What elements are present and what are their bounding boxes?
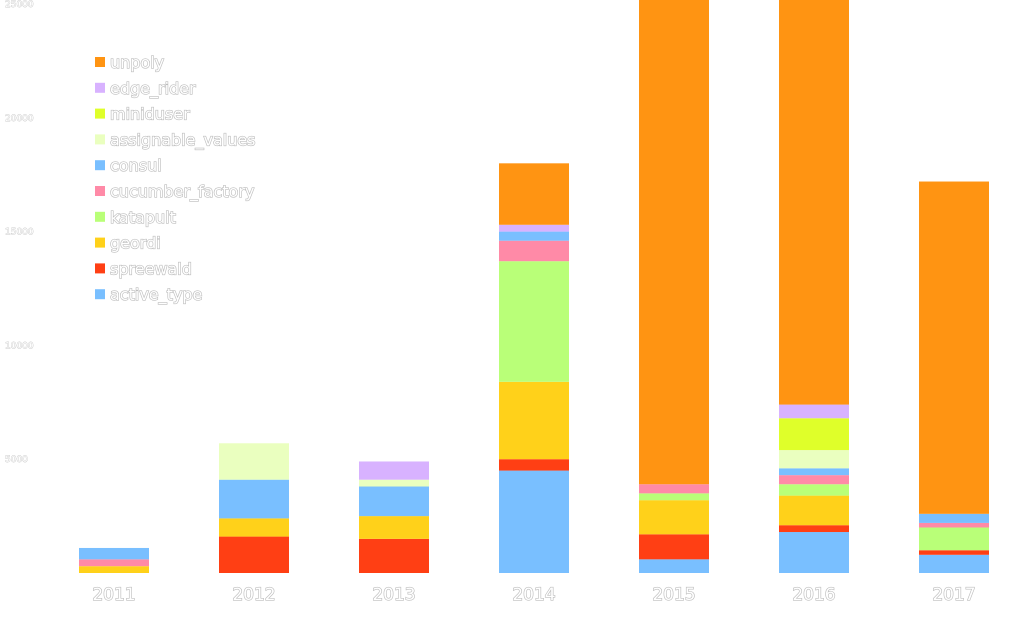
bar-segment-active-type: [779, 532, 849, 573]
bar-segment-cucumber-factory: [639, 484, 709, 494]
y-tick-label: 25000: [5, 0, 34, 10]
bar-segment-active-type: [639, 559, 709, 573]
bar-segment-unpoly: [499, 163, 569, 225]
bar-segment-miniduser: [779, 418, 849, 451]
bar-segment-unpoly: [919, 181, 989, 514]
bar-segment-cucumber-factory: [919, 522, 989, 528]
x-category-label: 2012: [232, 585, 275, 605]
bar-segment-edge-rider: [499, 224, 569, 232]
bar-segment-geordi: [359, 516, 429, 539]
legend-label: consul: [110, 156, 162, 175]
bar-segment-assignable-values: [219, 443, 289, 480]
legend-swatch: [95, 82, 105, 93]
legend-label: katapult: [110, 208, 176, 227]
legend-swatch: [95, 134, 105, 145]
y-tick-label: 15000: [5, 228, 34, 238]
x-category-label: 2016: [792, 585, 835, 605]
bar-segment-active-type: [499, 470, 569, 573]
bar-segment-cucumber-factory: [779, 475, 849, 485]
legend-swatch: [95, 211, 105, 222]
y-tick-label: 10000: [5, 341, 34, 351]
bar-segment-consul: [219, 479, 289, 519]
bar-segment-active-type: [919, 554, 989, 573]
legend-swatch: [95, 289, 105, 300]
bar-segment-consul: [79, 547, 149, 560]
bar-segment-consul: [499, 231, 569, 241]
bar-segment-assignable-values: [359, 479, 429, 487]
bar-segment-geordi: [499, 381, 569, 460]
legend-swatch: [95, 57, 105, 67]
bars: [79, 0, 989, 573]
x-category-label: 2017: [932, 585, 975, 605]
bar-segment-cucumber-factory: [499, 240, 569, 262]
bar-segment-geordi: [779, 495, 849, 526]
bar-segment-spreewald: [639, 534, 709, 560]
bar-segment-consul: [359, 486, 429, 517]
bar-segment-unpoly: [779, 0, 849, 405]
legend-swatch: [95, 186, 105, 196]
y-axis-ticks: 5000 10000 15000 20000 25000: [5, 0, 35, 466]
x-axis-categories: 2011 2012 2013 2014 2015 2016 2017: [92, 584, 977, 605]
legend-label: edge_rider: [110, 79, 196, 99]
bar-segment-katapult: [499, 261, 569, 382]
x-category-label: 2011: [92, 585, 135, 605]
bar-segment-geordi: [219, 518, 289, 537]
bar-segment-spreewald: [359, 538, 429, 573]
bar-segment-katapult: [919, 527, 989, 551]
legend-swatch: [95, 160, 105, 171]
legend-label: unpoly: [110, 53, 164, 72]
y-tick-label: 5000: [5, 455, 28, 465]
legend-label: cucumber_factory: [110, 182, 254, 202]
bar-segment-katapult: [779, 484, 849, 496]
bar-segment-geordi: [79, 566, 149, 573]
bar-segment-cucumber-factory: [79, 559, 149, 567]
legend-label: spreewald: [110, 259, 192, 278]
legend-swatch: [95, 263, 105, 274]
bar-segment-geordi: [639, 500, 709, 535]
bar-segment-edge-rider: [359, 461, 429, 480]
x-category-label: 2013: [372, 585, 415, 605]
y-tick-label: 20000: [5, 114, 34, 124]
bar-segment-spreewald: [219, 536, 289, 573]
legend-label: geordi: [110, 234, 161, 253]
legend-label: miniduser: [110, 105, 190, 124]
bar-segment-spreewald: [779, 525, 849, 533]
legend-label: assignable_values: [110, 130, 256, 150]
bar-segment-consul: [919, 513, 989, 523]
x-category-label: 2015: [652, 585, 695, 605]
bar-segment-katapult: [639, 493, 709, 501]
x-category-label: 2014: [512, 585, 555, 605]
bar-segment-spreewald: [919, 550, 989, 555]
bar-segment-spreewald: [499, 459, 569, 471]
legend: unpoly edge_rider miniduser assignable_valu…: [95, 52, 256, 306]
bar-segment-edge-rider: [779, 404, 849, 419]
bar-segment-unpoly: [639, 0, 709, 485]
legend-swatch: [95, 108, 105, 119]
bar-segment-consul: [779, 468, 849, 476]
legend-swatch: [95, 237, 105, 248]
legend-label: active_type: [110, 285, 202, 305]
bar-segment-assignable-values: [779, 450, 849, 469]
